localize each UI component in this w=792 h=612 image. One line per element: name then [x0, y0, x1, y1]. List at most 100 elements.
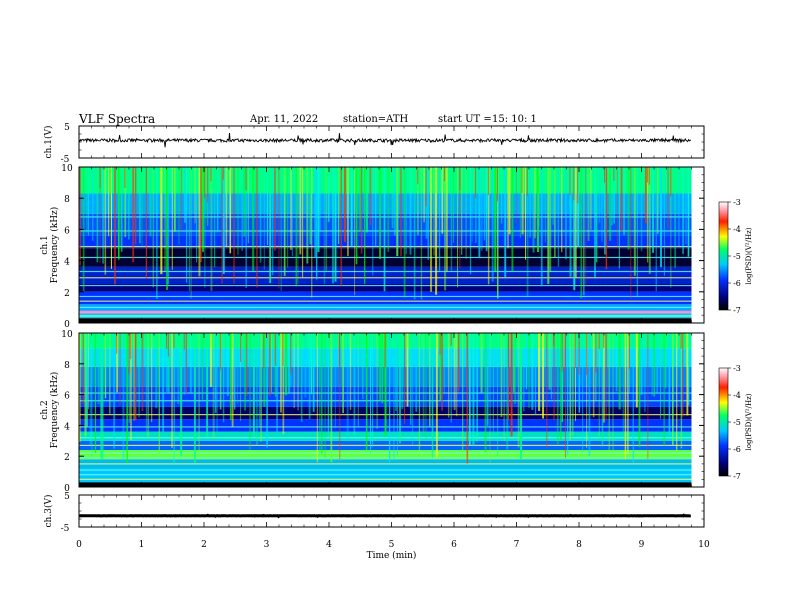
psd-band — [79, 482, 692, 487]
sferic-burst — [526, 167, 529, 297]
sferic-burst — [515, 167, 517, 224]
sferic-burst — [94, 333, 97, 454]
sferic-burst — [160, 167, 163, 275]
sferic-burst — [198, 167, 201, 277]
sferic-burst — [270, 333, 273, 393]
sferic-burst — [626, 333, 629, 455]
sferic-burst — [582, 333, 584, 452]
sferic-burst — [141, 333, 144, 412]
sferic-burst — [529, 167, 532, 238]
sferic-burst — [500, 333, 503, 417]
sferic-burst — [133, 333, 135, 421]
sferic-burst — [410, 333, 412, 425]
sferic-burst — [104, 333, 107, 399]
sferic-burst — [571, 333, 574, 436]
sferic-burst — [613, 167, 615, 224]
y-tick-label: 8 — [64, 195, 70, 205]
sferic-burst — [276, 333, 278, 433]
sferic-burst — [290, 333, 292, 374]
sferic-burst — [200, 167, 202, 263]
sferic-burst — [166, 333, 168, 392]
sferic-burst — [586, 333, 588, 448]
sferic-burst — [226, 333, 229, 397]
vlf-transmitter-line — [79, 452, 692, 454]
sferic-burst — [132, 167, 135, 263]
colorbar-tick-label: -3 — [733, 364, 741, 373]
sferic-burst — [487, 167, 489, 196]
sferic-burst — [590, 167, 592, 230]
sferic-burst — [651, 333, 654, 396]
sferic-burst — [246, 333, 248, 397]
sferic-burst — [219, 333, 222, 410]
sferic-burst — [595, 333, 597, 373]
x-tick-label: 3 — [264, 540, 270, 550]
sferic-burst — [665, 333, 667, 389]
sferic-burst — [167, 333, 169, 357]
sferic-burst — [404, 333, 406, 425]
vlf-transmitter-line — [79, 478, 692, 480]
sferic-burst — [561, 333, 563, 372]
sferic-burst — [194, 167, 196, 224]
sferic-burst — [247, 167, 249, 244]
y-tick-label: 10 — [61, 330, 73, 340]
sferic-burst — [109, 333, 111, 414]
sferic-burst — [425, 167, 427, 207]
sferic-burst — [209, 333, 213, 387]
sferic-burst — [672, 333, 674, 445]
sferic-burst — [604, 167, 606, 255]
ch1-waveform-line — [78, 133, 692, 148]
sferic-burst — [459, 167, 461, 191]
sferic-burst — [450, 167, 453, 271]
sferic-burst — [603, 333, 605, 423]
vlf-transmitter-line — [79, 315, 692, 317]
sferic-burst — [616, 167, 618, 249]
sferic-burst — [91, 333, 93, 458]
sferic-burst — [598, 333, 600, 349]
sferic-burst — [497, 333, 499, 457]
sferic-burst — [417, 167, 419, 185]
sferic-burst — [202, 167, 204, 252]
sferic-burst — [465, 167, 467, 259]
sferic-burst — [428, 333, 431, 427]
sferic-burst — [618, 333, 621, 410]
colorbar-tick-label: -7 — [733, 472, 741, 481]
sferic-burst — [430, 167, 433, 292]
sferic-burst — [564, 333, 566, 458]
sferic-burst — [645, 167, 647, 224]
sferic-burst — [441, 333, 443, 411]
sferic-burst — [258, 333, 261, 429]
sferic-burst — [512, 333, 515, 393]
sferic-burst — [575, 333, 576, 421]
sferic-burst — [96, 167, 99, 263]
sferic-burst — [521, 167, 524, 235]
sferic-burst — [506, 333, 509, 450]
x-tick-label: 7 — [514, 540, 520, 550]
sferic-burst — [605, 333, 607, 420]
sferic-burst — [609, 167, 612, 241]
sferic-burst — [304, 333, 307, 398]
sferic-burst — [423, 167, 425, 223]
sferic-burst — [278, 167, 280, 289]
sferic-burst — [648, 167, 651, 274]
station-label: station=ATH — [343, 114, 409, 125]
sferic-burst — [321, 333, 323, 454]
sferic-burst — [286, 167, 289, 268]
sferic-burst — [274, 167, 276, 251]
sferic-burst — [245, 167, 247, 288]
vlf-transmitter-line — [79, 457, 692, 459]
colorbar-tick-label: -5 — [733, 252, 741, 261]
sferic-burst — [444, 167, 446, 182]
sferic-burst — [244, 333, 246, 411]
sferic-burst — [299, 167, 302, 255]
sferic-burst — [379, 167, 381, 260]
colorbar-tick-label: -3 — [733, 198, 741, 207]
sferic-burst — [657, 167, 659, 234]
sferic-burst — [587, 167, 590, 242]
sferic-burst — [297, 167, 299, 285]
sferic-burst — [431, 333, 434, 458]
sferic-burst — [384, 333, 387, 436]
sferic-burst — [216, 333, 218, 432]
sferic-burst — [566, 333, 569, 455]
y-tick-label: 2 — [64, 453, 70, 463]
sferic-burst — [185, 167, 188, 283]
